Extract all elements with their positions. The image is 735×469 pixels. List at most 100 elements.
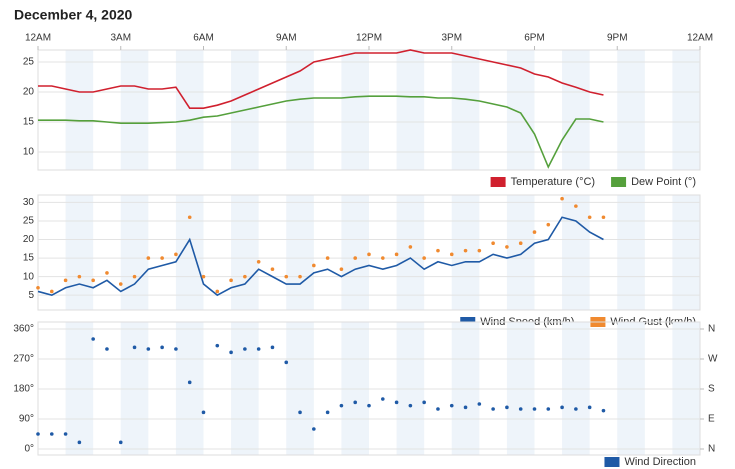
x-tick-label: 3PM xyxy=(441,33,462,44)
legend-label: Wind Direction xyxy=(624,456,696,468)
legend-swatch xyxy=(604,457,620,467)
point xyxy=(284,360,289,365)
y-tick-label: 15 xyxy=(23,253,35,264)
legend-swatch xyxy=(490,177,506,187)
point xyxy=(270,345,275,350)
point xyxy=(560,405,564,410)
point xyxy=(367,403,371,408)
point xyxy=(284,274,289,279)
point xyxy=(436,248,440,253)
point xyxy=(477,248,482,253)
point xyxy=(380,256,385,260)
hour-band xyxy=(451,50,480,170)
y-tick-label: 0° xyxy=(24,444,34,455)
point xyxy=(160,345,164,350)
x-tick-label: 9AM xyxy=(276,33,297,44)
hour-band xyxy=(120,50,149,170)
point xyxy=(449,252,454,257)
point xyxy=(574,204,578,208)
hour-band xyxy=(506,195,535,310)
point xyxy=(174,252,178,257)
point xyxy=(91,278,95,283)
hour-band xyxy=(672,195,700,310)
x-tick-label: 6PM xyxy=(524,33,545,44)
x-tick-label: 12PM xyxy=(356,33,382,44)
hour-band xyxy=(506,50,535,170)
point xyxy=(477,402,482,406)
y-tick-label: 10 xyxy=(23,147,35,158)
point xyxy=(77,440,82,445)
point xyxy=(312,263,316,268)
point xyxy=(132,274,137,279)
y-tick-label: 20 xyxy=(23,87,35,98)
hour-band xyxy=(231,195,259,310)
point xyxy=(187,215,192,220)
y2-tick-label: N xyxy=(708,444,715,455)
point xyxy=(367,252,371,257)
hour-band xyxy=(341,195,369,310)
point xyxy=(132,345,137,350)
x-tick-label: 12AM xyxy=(25,33,51,44)
hour-band xyxy=(396,195,425,310)
point xyxy=(36,432,40,436)
hour-band xyxy=(286,195,314,310)
point xyxy=(146,347,151,351)
point xyxy=(49,432,54,436)
point xyxy=(546,407,551,411)
point xyxy=(118,440,123,445)
hour-band xyxy=(65,50,94,170)
y-tick-label: 30 xyxy=(23,197,35,208)
legend-swatch xyxy=(611,177,627,187)
point xyxy=(256,347,261,351)
point xyxy=(491,241,495,246)
chart-title: December 4, 2020 xyxy=(14,7,133,23)
x-tick-label: 9PM xyxy=(607,33,628,44)
point xyxy=(146,256,151,260)
hour-band xyxy=(672,50,700,170)
y-tick-label: 360° xyxy=(13,324,34,335)
point xyxy=(339,403,344,408)
y2-tick-label: S xyxy=(708,384,715,395)
point xyxy=(394,252,399,257)
y2-tick-label: E xyxy=(708,414,715,425)
point xyxy=(174,347,178,351)
point xyxy=(215,343,220,348)
y-tick-label: 20 xyxy=(23,234,35,245)
hour-band xyxy=(120,195,149,310)
point xyxy=(339,267,344,271)
point xyxy=(532,230,537,234)
point xyxy=(394,400,399,405)
point xyxy=(77,274,82,279)
point xyxy=(243,347,247,351)
point xyxy=(422,256,426,260)
point xyxy=(463,248,468,253)
point xyxy=(160,256,164,260)
hour-band xyxy=(562,195,590,310)
point xyxy=(256,259,261,264)
point xyxy=(560,196,564,201)
series-line xyxy=(37,216,604,297)
point xyxy=(63,278,68,283)
point xyxy=(574,407,578,411)
point xyxy=(298,410,302,415)
hour-band xyxy=(396,50,425,170)
point xyxy=(325,410,330,415)
hour-band xyxy=(175,50,204,170)
point xyxy=(298,274,302,279)
y-tick-label: 10 xyxy=(23,271,35,282)
y-tick-label: 25 xyxy=(23,57,35,68)
point xyxy=(601,408,606,413)
point xyxy=(463,405,468,410)
hour-band xyxy=(341,50,369,170)
x-tick-label: 6AM xyxy=(193,33,214,44)
plot-frame xyxy=(37,194,701,311)
y2-tick-label: N xyxy=(708,324,715,335)
point xyxy=(325,256,330,260)
point xyxy=(229,350,233,355)
y-tick-label: 270° xyxy=(13,354,34,365)
point xyxy=(449,403,454,408)
y-tick-label: 90° xyxy=(19,414,34,425)
point xyxy=(105,271,109,275)
point xyxy=(105,347,109,351)
